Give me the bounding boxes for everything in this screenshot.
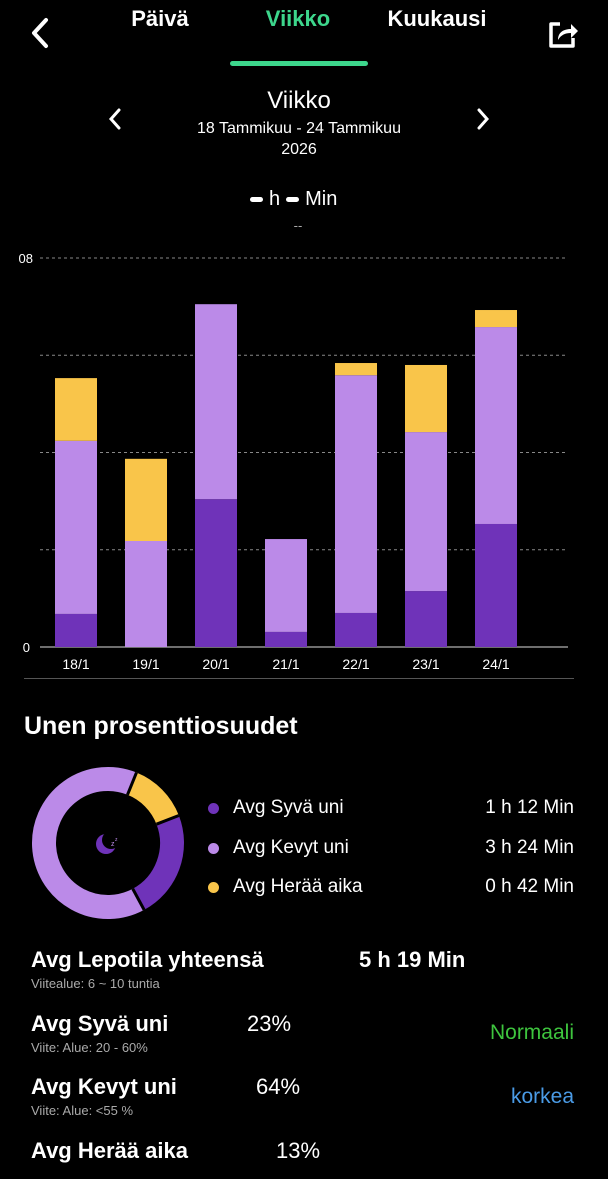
period-range: 18 Tammikuu - 24 Tammikuu bbox=[197, 120, 401, 137]
chevron-right-icon bbox=[477, 108, 490, 130]
legend-value: 3 h 24 Min bbox=[485, 837, 574, 858]
stat-deep-status: Normaali bbox=[489, 1021, 574, 1044]
legend-dot bbox=[208, 881, 219, 893]
stat-light-title: Avg Kevyt uni bbox=[31, 1074, 177, 1099]
stat-deep-reference: Viite: Alue: 20 - 60% bbox=[31, 1040, 148, 1055]
donut-separator bbox=[126, 771, 138, 796]
donut-segment-deep bbox=[132, 815, 184, 910]
chevron-left-icon bbox=[108, 108, 121, 130]
hours-placeholder bbox=[250, 197, 263, 202]
bar-segment-kevyt-uni bbox=[335, 375, 377, 613]
legend-dot bbox=[208, 802, 219, 814]
hours-unit: h bbox=[269, 188, 281, 210]
back-button[interactable] bbox=[26, 16, 54, 50]
y-tick-label: 0 bbox=[23, 640, 30, 655]
stat-deep-title: Avg Syvä uni bbox=[31, 1011, 169, 1036]
legend-light: Avg Kevyt uni 3 h 24 Min bbox=[208, 833, 574, 863]
legend-value: 0 h 42 Min bbox=[485, 876, 574, 897]
bar-segment-kevyt-uni bbox=[125, 540, 167, 647]
stat-deep-value: 23% bbox=[247, 1011, 292, 1036]
bar-segment-herää-aika bbox=[125, 458, 167, 541]
section-title: Unen prosenttiosuudet bbox=[24, 712, 298, 740]
donut-separator bbox=[155, 814, 180, 826]
y-tick-label: 08 bbox=[19, 251, 33, 266]
minutes-placeholder bbox=[286, 197, 300, 202]
prev-period-button[interactable] bbox=[106, 107, 124, 131]
divider bbox=[24, 678, 574, 679]
sleep-donut-chart bbox=[32, 767, 184, 919]
bar-segment-kevyt-uni bbox=[405, 432, 447, 592]
x-tick-label: 22/1 bbox=[342, 656, 369, 672]
bar-segment-herää-aika bbox=[335, 363, 377, 376]
legend-awake: Avg Herää aika 0 h 42 Min bbox=[208, 872, 574, 902]
period-title: Viikko bbox=[267, 87, 331, 114]
sleep-duration-summary: h Min bbox=[250, 188, 337, 211]
x-tick-label: 21/1 bbox=[272, 656, 299, 672]
x-tick-label: 24/1 bbox=[482, 656, 509, 672]
stat-light-status: korkea bbox=[510, 1085, 574, 1108]
svg-text:z: z bbox=[115, 837, 118, 843]
bar-segment-syvä-uni bbox=[335, 612, 377, 647]
bar-segment-syvä-uni bbox=[55, 613, 97, 647]
svg-text:z: z bbox=[111, 841, 115, 848]
x-tick-label: 19/1 bbox=[132, 656, 159, 672]
x-tick-label: 18/1 bbox=[62, 656, 89, 672]
legend-deep: Avg Syvä uni 1 h 12 Min bbox=[208, 793, 574, 823]
x-tick-label: 23/1 bbox=[412, 656, 439, 672]
donut-separator bbox=[131, 888, 146, 911]
chevron-left-icon bbox=[32, 18, 48, 48]
legend-label: Avg Herää aika bbox=[233, 876, 363, 897]
bar-segment-kevyt-uni bbox=[55, 440, 97, 614]
bar-segment-syvä-uni bbox=[405, 591, 447, 647]
bar-segment-syvä-uni bbox=[265, 631, 307, 647]
bar-segment-herää-aika bbox=[55, 378, 97, 441]
bar-segment-kevyt-uni bbox=[265, 539, 307, 632]
x-tick-label: 20/1 bbox=[202, 656, 229, 672]
share-button[interactable] bbox=[546, 18, 580, 50]
tab-day[interactable]: Päivä bbox=[131, 6, 189, 31]
bar-segment-kevyt-uni bbox=[195, 304, 237, 500]
stat-awake-title: Avg Herää aika bbox=[31, 1138, 188, 1163]
bar-segment-syvä-uni bbox=[475, 523, 517, 647]
period-year: 2026 bbox=[281, 141, 317, 158]
next-period-button[interactable] bbox=[474, 107, 492, 131]
legend-dot bbox=[208, 842, 219, 854]
bar-segment-herää-aika bbox=[405, 364, 447, 433]
stat-total-title: Avg Lepotila yhteensä bbox=[31, 947, 264, 972]
tab-week[interactable]: Viikko bbox=[265, 6, 331, 31]
summary-subtext: -- bbox=[293, 218, 303, 233]
stat-light-reference: Viite: Alue: <55 % bbox=[31, 1103, 134, 1118]
legend-label: Avg Kevyt uni bbox=[233, 837, 349, 858]
stat-total-reference: Viitealue: 6 ~ 10 tuntia bbox=[31, 976, 160, 991]
legend-value: 1 h 12 Min bbox=[485, 797, 574, 818]
bar-segment-kevyt-uni bbox=[475, 327, 517, 524]
tab-month[interactable]: Kuukausi bbox=[387, 6, 487, 31]
active-tab-indicator bbox=[230, 61, 368, 66]
stat-awake-value: 13% bbox=[276, 1138, 321, 1163]
share-icon bbox=[549, 22, 578, 48]
minutes-unit: Min bbox=[305, 188, 338, 210]
legend-label: Avg Syvä uni bbox=[233, 797, 344, 818]
weekly-sleep-chart: 0 08 18/1 19/1 20/1 21/1 22/1 23/1 24/1 bbox=[19, 251, 568, 672]
donut-segment-light bbox=[32, 767, 145, 919]
bar-segment-syvä-uni bbox=[195, 499, 237, 647]
donut-segment-awake bbox=[126, 772, 179, 825]
stat-light-value: 64% bbox=[256, 1074, 301, 1099]
stat-total-value: 5 h 19 Min bbox=[359, 947, 466, 972]
bar-segment-herää-aika bbox=[475, 310, 517, 328]
